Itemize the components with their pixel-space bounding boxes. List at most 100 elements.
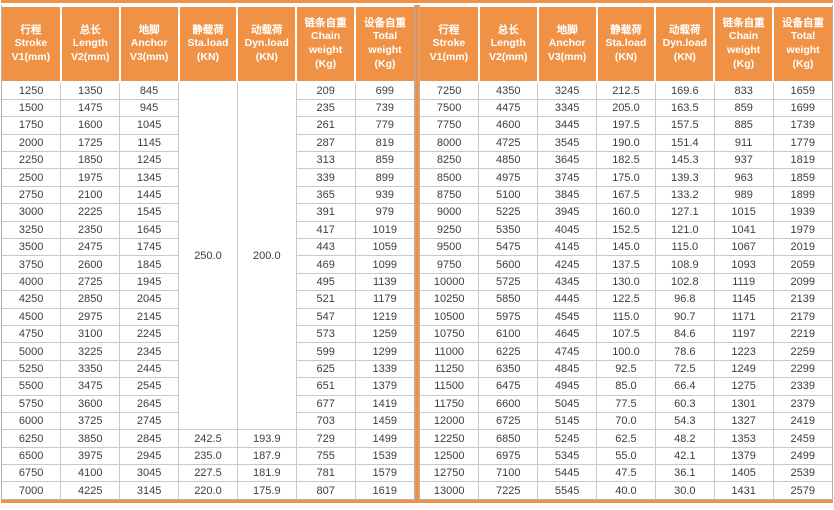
table-cell-anchor: 4645	[537, 324, 598, 344]
table-cell-chain-weight: 287	[295, 133, 356, 153]
table-cell-sta-load: 115.0	[596, 307, 656, 326]
table-cell-anchor: 2845	[119, 429, 180, 448]
table-cell-length: 6600	[478, 394, 539, 413]
column-header-line: V2(mm)	[489, 50, 528, 63]
left-spec-table: 行程 Stroke V1(mm) 总长 Length V2(mm) 地脚 Anchor V3(m…	[2, 5, 414, 500]
table-cell-dyn-load: 36.1	[654, 464, 715, 483]
column-header-sta-load: 静载荷 Sta.load (KN)	[177, 5, 239, 83]
table-cell-sta-load: 242.5	[178, 429, 238, 448]
table-cell-anchor: 5445	[537, 464, 598, 483]
table-cell-dyn-load: 175.9	[236, 481, 297, 500]
table-cell-chain-weight: 547	[295, 307, 356, 326]
table-cell-sta-load: 122.5	[596, 290, 656, 309]
table-cell-dyn-load: 66.4	[654, 377, 715, 396]
table-cell-stroke: 4500	[2, 307, 62, 326]
table-cell-anchor: 2745	[119, 411, 180, 431]
column-header-total-weight: 设备自重 Total weight (Kg)	[772, 5, 832, 83]
table-cell-anchor: 3745	[537, 168, 598, 187]
table-cell-length: 2725	[60, 272, 121, 292]
table-cell-stroke: 5750	[2, 394, 62, 413]
table-row: 7000 4225 3145 220.0 175.9 807 1619	[2, 481, 414, 500]
merged-cell-dyn-load: 200.0	[236, 81, 297, 431]
table-cell-anchor: 4245	[537, 255, 598, 274]
table-cell-chain-weight: 677	[295, 394, 356, 413]
table-cell-dyn-load: 157.5	[654, 116, 715, 135]
table-cell-sta-load: 190.0	[596, 133, 656, 153]
table-cell-length: 1350	[60, 81, 121, 100]
table-cell-anchor: 3945	[537, 203, 598, 222]
table-cell-anchor: 1445	[119, 185, 180, 205]
table-cell-total-weight: 1339	[354, 359, 414, 379]
table-cell-length: 2100	[60, 185, 121, 205]
table-cell-length: 3100	[60, 324, 121, 344]
table-cell-chain-weight: 1327	[713, 411, 774, 431]
table-cell-sta-load: 85.0	[596, 377, 656, 396]
column-header-line: 静载荷	[192, 23, 224, 36]
column-header-line: 总长	[79, 23, 101, 36]
table-cell-stroke: 4250	[2, 290, 62, 309]
table-cell-sta-load: 62.5	[596, 429, 656, 448]
table-cell-dyn-load: 163.5	[654, 98, 715, 118]
column-header-stroke: 行程 Stroke V1(mm)	[420, 5, 480, 83]
table-row: 1750 1600 1045 261 779	[2, 116, 414, 135]
table-cell-sta-load: 137.5	[596, 255, 656, 274]
table-row: 10500 5975 4545 115.0 90.7 1171 2179	[420, 307, 832, 326]
table-row: 8500 4975 3745 175.0 139.3 963 1859	[420, 168, 832, 187]
table-cell-length: 2475	[60, 238, 121, 257]
table-cell-length: 6350	[478, 359, 539, 379]
column-header-line: V2(mm)	[71, 50, 110, 63]
table-cell-total-weight: 2139	[772, 290, 832, 309]
table-cell-chain-weight: 1145	[713, 290, 774, 309]
table-row: 13000 7225 5545 40.0 30.0 1431 2579	[420, 481, 832, 500]
table-cell-total-weight: 2299	[772, 359, 832, 379]
table-cell-sta-load: 77.5	[596, 394, 656, 413]
column-header-line: Total	[790, 30, 816, 43]
table-cell-sta-load: 227.5	[178, 464, 238, 483]
table-cell-anchor: 4845	[537, 359, 598, 379]
table-cell-length: 5475	[478, 238, 539, 257]
table-cell-length: 1475	[60, 98, 121, 118]
column-header-line: V3(mm)	[547, 50, 587, 63]
table-row: 7500 4475 3345 205.0 163.5 859 1699	[420, 98, 832, 118]
column-header-line: 地脚	[556, 23, 578, 36]
column-header-line: weight	[727, 44, 761, 56]
column-header-dyn-load: 动载荷 Dyn.load (KN)	[654, 5, 716, 83]
column-header-line: Anchor	[130, 37, 168, 50]
column-header-anchor: 地脚 Anchor V3(mm)	[118, 5, 180, 83]
table-cell-stroke: 10000	[420, 272, 480, 292]
column-header-stroke: 行程 Stroke V1(mm)	[2, 5, 62, 83]
table-cell-stroke: 2500	[2, 168, 62, 187]
table-cell-anchor: 3845	[537, 185, 598, 205]
table-cell-stroke: 11250	[420, 359, 480, 379]
table-row: 3500 2475 1745 443 1059	[2, 238, 414, 257]
table-cell-total-weight: 1659	[772, 81, 832, 100]
table-cell-anchor: 5345	[537, 446, 598, 466]
table-cell-chain-weight: 963	[713, 168, 774, 187]
table-cell-stroke: 11500	[420, 377, 480, 396]
table-cell-total-weight: 2539	[772, 464, 832, 483]
table-cell-chain-weight: 391	[295, 203, 356, 222]
table-cell-chain-weight: 937	[713, 151, 774, 170]
table-row: 6750 4100 3045 227.5 181.9 781 1579	[2, 464, 414, 483]
table-cell-anchor: 3045	[119, 464, 180, 483]
table-cell-anchor: 4945	[537, 377, 598, 396]
column-header-line: 动载荷	[669, 23, 701, 36]
table-cell-length: 5850	[478, 290, 539, 309]
column-header-length: 总长 Length V2(mm)	[59, 5, 121, 83]
table-cell-anchor: 2545	[119, 377, 180, 396]
table-row: 12000 6725 5145 70.0 54.3 1327 2419	[420, 411, 832, 431]
table-cell-anchor: 1645	[119, 220, 180, 240]
table-cell-stroke: 9000	[420, 203, 480, 222]
table-cell-stroke: 11000	[420, 342, 480, 361]
table-cell-stroke: 12250	[420, 429, 480, 448]
table-cell-length: 4600	[478, 116, 539, 135]
table-cell-stroke: 5250	[2, 359, 62, 379]
column-header-line: weight	[368, 44, 402, 56]
table-cell-stroke: 10250	[420, 290, 480, 309]
table-cell-total-weight: 2339	[772, 377, 832, 396]
column-header-line: Total	[372, 30, 398, 43]
table-cell-length: 2225	[60, 203, 121, 222]
table-cell-total-weight: 2459	[772, 429, 832, 448]
table-cell-sta-load: 130.0	[596, 272, 656, 292]
table-cell-dyn-load: 169.6	[654, 81, 715, 100]
